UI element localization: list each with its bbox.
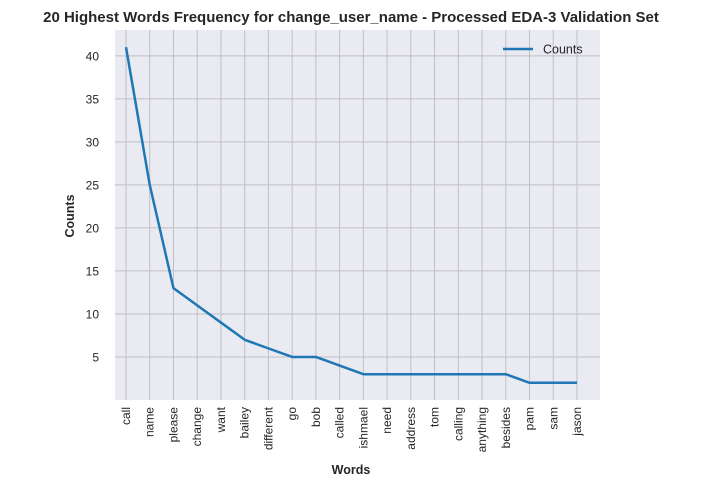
plot-area [115,30,600,400]
x-tick-labels: call name please change want bailey different g… [119,406,584,452]
x-tick-label: need [380,407,394,434]
x-tick-label: go [285,407,299,421]
x-tick-label: ishmael [356,407,370,448]
x-tick-label: call [119,407,133,425]
x-tick-label: sam [546,407,560,430]
x-tick-label: please [166,407,180,443]
x-tick-label: pam [523,407,537,430]
y-tick-label: 10 [86,307,100,321]
x-tick-label: tom [428,407,442,427]
x-tick-label: bailey [238,407,252,438]
x-tick-label: change [190,407,204,447]
y-tick-labels: 5 10 15 20 25 30 35 40 [86,49,100,364]
series-line-counts [124,46,577,385]
x-tick-label: bob [309,407,323,427]
x-tick-label: besides [499,407,513,448]
y-tick-label: 15 [86,264,100,278]
legend: Counts [503,43,583,57]
x-tick-label: name [143,407,157,437]
chart-title: 20 Highest Words Frequency for change_us… [43,9,659,26]
x-tick-label: want [214,406,228,433]
y-tick-label: 40 [86,49,100,63]
x-tick-label: called [333,407,347,438]
x-tick-label: address [404,407,418,450]
y-tick-label: 35 [86,92,100,106]
y-tick-label: 5 [92,350,99,364]
legend-label: Counts [543,43,583,57]
x-tick-label: different [261,406,275,450]
x-tick-label: jason [570,407,584,437]
y-axis-label: Counts [63,194,77,237]
grid-lines [115,30,600,400]
y-tick-label: 30 [86,135,100,149]
y-tick-label: 25 [86,178,100,192]
x-axis-label: Words [332,463,371,477]
x-tick-label: anything [475,407,489,452]
x-tick-label: calling [451,407,465,441]
y-tick-label: 20 [86,221,100,235]
